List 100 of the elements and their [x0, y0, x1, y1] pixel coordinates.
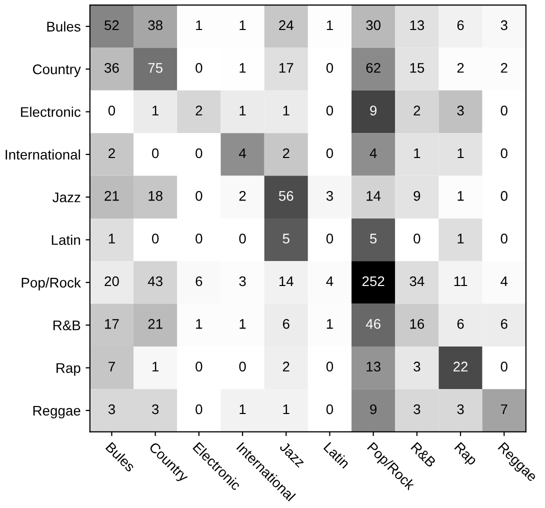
data-label: 2 [457, 62, 464, 73]
data-label: 0 [326, 62, 334, 73]
data-label: 1 [108, 234, 115, 244]
data-label: 4 [238, 148, 246, 158]
data-label: 0 [500, 234, 508, 244]
data-label: 0 [326, 234, 334, 244]
data-label: 17 [279, 63, 294, 73]
y-tick-label: Latin [52, 234, 80, 245]
data-label: 17 [105, 319, 119, 329]
data-label: 3 [414, 404, 420, 414]
data-label: 1 [326, 20, 333, 30]
data-label: 3 [500, 20, 508, 30]
data-label: 3 [152, 404, 159, 414]
data-label: 1 [326, 319, 333, 329]
data-label: 30 [366, 20, 381, 30]
data-label: 3 [108, 404, 115, 414]
y-tick-label: Country [32, 64, 81, 77]
data-label: 0 [196, 234, 202, 244]
data-label: 13 [410, 20, 424, 30]
data-label: 1 [458, 191, 464, 201]
data-label: 21 [148, 319, 162, 329]
data-label: 0 [152, 148, 159, 158]
data-label: 0 [326, 148, 334, 158]
data-label: 14 [366, 191, 381, 201]
data-label: 2 [196, 106, 202, 116]
data-label: 0 [500, 190, 508, 201]
data-label: 5 [370, 234, 377, 244]
data-label: 1 [240, 319, 246, 329]
data-label: 46 [366, 319, 380, 329]
data-label: 3 [239, 276, 246, 286]
data-label: 3 [457, 106, 464, 116]
data-label: 0 [326, 106, 334, 116]
data-label: 62 [366, 62, 380, 73]
data-label: 1 [414, 148, 420, 158]
data-label: 0 [196, 190, 202, 201]
x-tick-label: Rap [452, 442, 478, 468]
data-label: 9 [414, 190, 420, 201]
data-label: 0 [326, 362, 334, 372]
data-label: 34 [410, 276, 424, 286]
y-tick-label: R&B [53, 320, 80, 330]
y-tick-label: International [6, 149, 80, 160]
data-label: 18 [148, 190, 162, 201]
data-label: 11 [454, 276, 468, 286]
data-label: 0 [500, 106, 508, 116]
data-label: 0 [326, 404, 334, 414]
data-label: 9 [370, 106, 377, 116]
data-label: 2 [282, 362, 290, 372]
data-label: 43 [148, 276, 162, 286]
data-label: 7 [108, 362, 115, 372]
data-label: 1 [240, 106, 246, 116]
data-label: 4 [326, 276, 334, 286]
data-label: 1 [152, 106, 159, 116]
data-label: 20 [104, 276, 119, 286]
y-tick-label: Bules [47, 21, 80, 32]
data-label: 0 [239, 234, 246, 244]
data-label: 1 [283, 404, 290, 414]
data-label: 4 [500, 276, 508, 286]
data-label: 1 [240, 63, 246, 73]
data-label: 6 [457, 319, 464, 329]
data-label: 1 [283, 106, 290, 116]
data-label: 5 [282, 234, 290, 244]
y-tick-label: Rap [56, 363, 80, 376]
data-label: 0 [196, 62, 202, 73]
data-label: 0 [500, 148, 508, 158]
data-label: 252 [362, 276, 384, 286]
data-label: 6 [196, 276, 202, 286]
y-tick-label: Pop/Rock [22, 277, 81, 290]
data-label: 1 [196, 20, 202, 30]
data-label: 1 [196, 319, 202, 329]
data-label: 3 [457, 404, 464, 414]
data-label: 2 [108, 148, 115, 158]
data-label: 6 [282, 319, 290, 329]
data-label: 7 [500, 404, 508, 414]
y-tick-label: Reggae [33, 406, 80, 418]
data-label: 75 [148, 63, 162, 73]
data-label: 0 [414, 234, 420, 244]
data-label: 6 [500, 319, 508, 329]
data-label: 1 [152, 362, 159, 372]
data-label: 0 [108, 106, 116, 116]
data-label: 0 [500, 362, 508, 372]
data-label: 2 [239, 190, 246, 201]
data-label: 0 [196, 148, 202, 158]
data-label: 1 [458, 234, 464, 244]
data-label: 2 [414, 106, 420, 116]
data-label: 14 [279, 276, 294, 286]
data-label: 16 [410, 319, 424, 329]
y-tick-label: Electronic [21, 106, 81, 117]
data-label: 24 [279, 20, 294, 30]
data-label: 9 [370, 404, 377, 414]
data-label: 6 [457, 20, 464, 30]
data-label: 1 [458, 148, 464, 158]
data-label: 0 [239, 362, 246, 372]
data-label: 3 [326, 190, 333, 201]
data-label: 0 [152, 234, 159, 244]
data-label: 0 [196, 404, 202, 414]
data-label: 1 [240, 404, 246, 414]
data-label: 52 [104, 20, 119, 30]
y-tick-label: Jazz [52, 192, 80, 202]
data-label: 4 [370, 148, 377, 158]
data-label: 3 [414, 362, 420, 372]
